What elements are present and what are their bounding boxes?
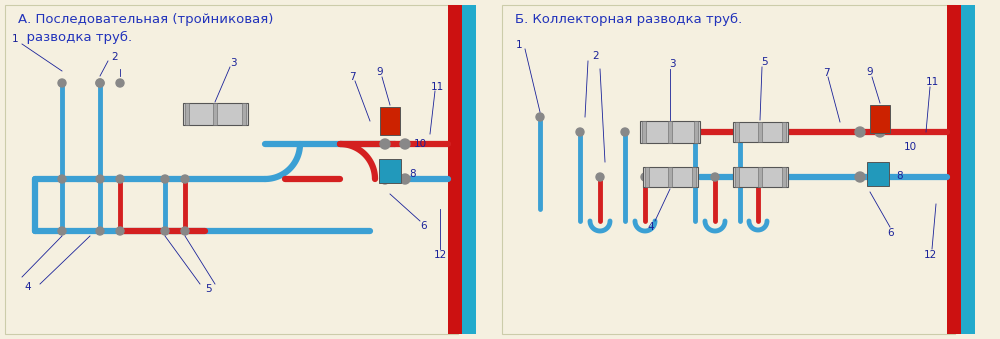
Circle shape	[116, 227, 124, 235]
Circle shape	[400, 139, 410, 149]
Circle shape	[691, 128, 699, 136]
Circle shape	[596, 173, 604, 181]
Circle shape	[711, 173, 719, 181]
Circle shape	[161, 175, 169, 183]
Bar	[213, 103, 217, 125]
Text: А. Последовательная (тройниковая)
  разводка труб.: А. Последовательная (тройниковая) развод…	[18, 13, 273, 44]
Text: 6: 6	[421, 221, 427, 231]
Bar	[732, 122, 788, 142]
Bar	[734, 167, 738, 187]
Bar	[758, 167, 762, 187]
Text: 11: 11	[925, 77, 939, 87]
Circle shape	[855, 127, 865, 137]
Text: 4: 4	[25, 282, 31, 292]
Bar	[947, 5, 961, 334]
Circle shape	[641, 173, 649, 181]
Text: 8: 8	[410, 169, 416, 179]
Text: 12: 12	[433, 250, 447, 260]
Bar	[642, 167, 698, 187]
Bar	[782, 167, 786, 187]
Circle shape	[181, 175, 189, 183]
Bar	[668, 121, 672, 143]
Bar	[692, 167, 696, 187]
Text: 12: 12	[923, 250, 937, 260]
Bar	[379, 159, 401, 183]
Text: 7: 7	[823, 68, 829, 78]
Circle shape	[181, 227, 189, 235]
Circle shape	[58, 227, 66, 235]
Bar	[732, 167, 788, 187]
Text: 1: 1	[515, 40, 522, 50]
Bar	[462, 5, 476, 334]
Circle shape	[736, 128, 744, 136]
Text: 3: 3	[230, 58, 236, 68]
Circle shape	[161, 227, 169, 235]
Circle shape	[380, 139, 390, 149]
Text: 10: 10	[903, 142, 917, 152]
Bar	[182, 103, 248, 125]
Circle shape	[380, 174, 390, 184]
Circle shape	[621, 128, 629, 136]
Text: 3: 3	[669, 59, 675, 69]
Bar	[242, 103, 246, 125]
Circle shape	[58, 79, 66, 87]
Bar	[782, 122, 786, 142]
Bar	[380, 107, 400, 135]
Bar	[694, 121, 698, 143]
Circle shape	[116, 79, 124, 87]
Text: Б. Коллекторная разводка труб.: Б. Коллекторная разводка труб.	[515, 13, 742, 26]
Text: 1: 1	[11, 34, 18, 44]
Circle shape	[754, 173, 762, 181]
Text: 9: 9	[867, 67, 873, 77]
Bar	[867, 162, 889, 186]
Bar	[502, 5, 955, 334]
Bar	[5, 5, 458, 334]
Circle shape	[536, 113, 544, 121]
Circle shape	[400, 174, 410, 184]
Bar	[184, 103, 188, 125]
Text: 4: 4	[648, 222, 654, 232]
Bar	[961, 5, 975, 334]
Bar	[640, 121, 700, 143]
Text: 7: 7	[349, 72, 355, 82]
Circle shape	[96, 175, 104, 183]
Circle shape	[58, 175, 66, 183]
Text: 2: 2	[593, 51, 599, 61]
Circle shape	[875, 127, 885, 137]
Bar	[642, 121, 646, 143]
Text: 5: 5	[761, 57, 767, 67]
Circle shape	[96, 227, 104, 235]
Circle shape	[116, 175, 124, 183]
Bar	[448, 5, 462, 334]
Circle shape	[855, 172, 865, 182]
Bar	[734, 122, 738, 142]
Circle shape	[96, 79, 104, 87]
Text: 8: 8	[897, 171, 903, 181]
Text: 11: 11	[430, 82, 444, 92]
Circle shape	[576, 128, 584, 136]
Text: 5: 5	[205, 284, 211, 294]
Bar	[644, 167, 648, 187]
Bar	[668, 167, 672, 187]
Bar	[870, 105, 890, 133]
Circle shape	[96, 79, 104, 87]
Bar	[758, 122, 762, 142]
Text: 10: 10	[413, 139, 427, 149]
Text: 2: 2	[112, 52, 118, 62]
Text: 6: 6	[888, 228, 894, 238]
Circle shape	[875, 172, 885, 182]
Text: 9: 9	[377, 67, 383, 77]
